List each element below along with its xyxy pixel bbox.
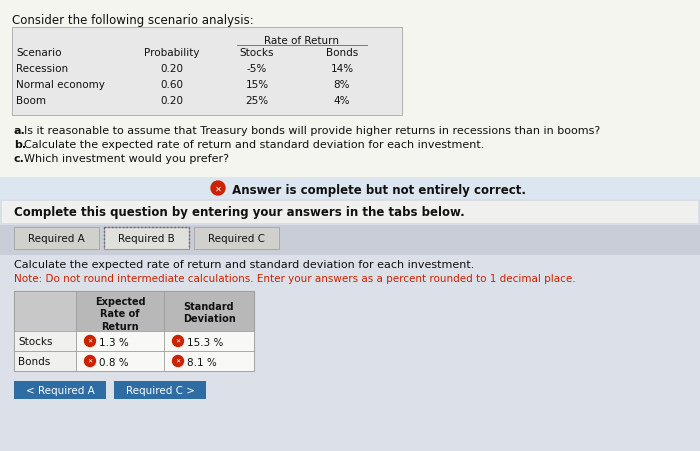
Text: Is it reasonable to assume that Treasury bonds will provide higher returns in re: Is it reasonable to assume that Treasury… — [24, 126, 601, 136]
Bar — [76, 351, 164, 371]
Text: 4%: 4% — [334, 96, 350, 106]
Bar — [194, 227, 279, 249]
Bar — [164, 331, 254, 351]
Text: Answer is complete but not entirely correct.: Answer is complete but not entirely corr… — [228, 184, 526, 197]
Text: Required C: Required C — [208, 234, 265, 244]
Text: Rate of Return: Rate of Return — [265, 36, 340, 46]
Text: 0.20: 0.20 — [160, 96, 183, 106]
Bar — [14, 291, 254, 371]
Circle shape — [85, 356, 95, 367]
Bar — [114, 381, 206, 399]
Text: Complete this question by entering your answers in the tabs below.: Complete this question by entering your … — [14, 206, 465, 219]
Text: Expected
Rate of
Return: Expected Rate of Return — [94, 296, 146, 331]
Bar — [164, 351, 254, 371]
Text: Calculate the expected rate of return and standard deviation for each investment: Calculate the expected rate of return an… — [24, 140, 484, 150]
Bar — [164, 291, 254, 331]
Text: Boom: Boom — [16, 96, 46, 106]
Text: 0.20: 0.20 — [160, 64, 183, 74]
Text: Calculate the expected rate of return and standard deviation for each investment: Calculate the expected rate of return an… — [14, 259, 475, 269]
Bar — [0, 178, 700, 199]
Circle shape — [172, 356, 183, 367]
Bar — [14, 331, 76, 351]
Bar — [14, 291, 76, 371]
Text: Required B: Required B — [118, 234, 175, 244]
Circle shape — [172, 336, 183, 347]
Bar — [14, 227, 99, 249]
Text: Bonds: Bonds — [18, 356, 50, 366]
Text: 8%: 8% — [334, 80, 350, 90]
Text: c.: c. — [14, 154, 25, 164]
Text: Required C >: Required C > — [125, 385, 195, 395]
Bar — [14, 381, 106, 399]
Text: 25%: 25% — [246, 96, 269, 106]
Text: Scenario: Scenario — [16, 48, 62, 58]
Text: ✕: ✕ — [176, 339, 181, 344]
Bar — [76, 331, 164, 351]
Bar — [0, 253, 700, 451]
Text: 15.3 %: 15.3 % — [187, 337, 223, 347]
Text: 14%: 14% — [330, 64, 354, 74]
Bar — [104, 227, 189, 249]
Text: 0.60: 0.60 — [160, 80, 183, 90]
Bar — [76, 291, 164, 331]
Text: Stocks: Stocks — [18, 336, 52, 346]
Text: Recession: Recession — [16, 64, 68, 74]
Bar — [0, 199, 700, 226]
Text: ✕: ✕ — [88, 339, 92, 344]
Text: Consider the following scenario analysis:: Consider the following scenario analysis… — [12, 14, 253, 27]
Text: Normal economy: Normal economy — [16, 80, 105, 90]
Text: b.: b. — [14, 140, 26, 150]
Text: Which investment would you prefer?: Which investment would you prefer? — [24, 154, 229, 164]
Text: 1.3 %: 1.3 % — [99, 337, 129, 347]
Text: 8.1 %: 8.1 % — [187, 357, 217, 367]
Circle shape — [211, 182, 225, 196]
Text: Standard
Deviation: Standard Deviation — [183, 301, 235, 324]
Circle shape — [85, 336, 95, 347]
Text: 0.8 %: 0.8 % — [99, 357, 129, 367]
Text: 15%: 15% — [246, 80, 269, 90]
Text: -5%: -5% — [247, 64, 267, 74]
Bar — [2, 202, 698, 224]
Text: Probability: Probability — [144, 48, 199, 58]
Bar — [14, 351, 76, 371]
Text: ✕: ✕ — [214, 184, 221, 193]
Text: Note: Do not round intermediate calculations. Enter your answers as a percent ro: Note: Do not round intermediate calculat… — [14, 273, 575, 283]
Text: < Required A: < Required A — [26, 385, 94, 395]
Text: Bonds: Bonds — [326, 48, 358, 58]
Text: Required A: Required A — [28, 234, 85, 244]
Text: ✕: ✕ — [176, 359, 181, 364]
Text: Stocks: Stocks — [239, 48, 274, 58]
Bar — [0, 226, 700, 255]
Text: a.: a. — [14, 126, 26, 136]
Text: ✕: ✕ — [88, 359, 92, 364]
Bar — [12, 28, 402, 116]
